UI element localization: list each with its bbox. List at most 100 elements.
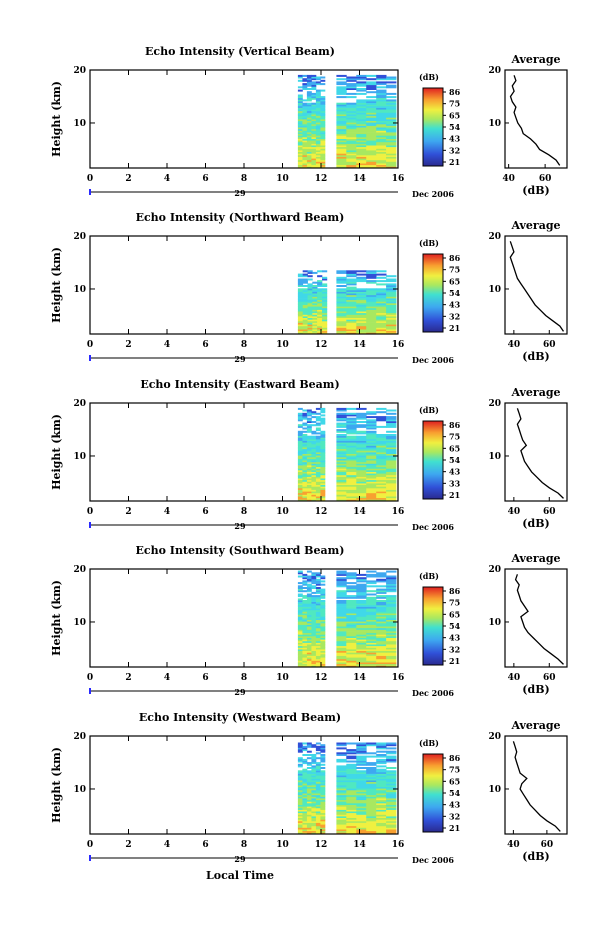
heatmap-cell <box>356 438 367 441</box>
heatmap-cell <box>297 319 304 322</box>
heatmap-cell <box>320 164 326 167</box>
heatmap-cell <box>336 653 347 656</box>
heatmap-cell <box>376 596 387 599</box>
heatmap-cell <box>311 125 317 128</box>
heatmap-cell <box>302 658 308 661</box>
heatmap-cell <box>311 110 317 113</box>
heatmap-cell <box>346 642 357 645</box>
heatmap-cell <box>366 448 377 451</box>
heatmap-cell <box>346 640 357 643</box>
heatmap-cell <box>306 640 312 643</box>
heatmap-cell <box>315 613 321 616</box>
heatmap-cell <box>311 84 317 87</box>
heatmap-cell <box>346 146 357 149</box>
heatmap-cell <box>311 745 317 748</box>
heatmap-cell <box>336 117 347 120</box>
heatmap-cell <box>311 145 317 148</box>
heatmap-cell <box>306 624 312 627</box>
heatmap-cell <box>386 616 397 619</box>
heatmap-cell <box>376 458 387 461</box>
heatmap-cell <box>336 304 347 307</box>
heatmap-cell <box>306 492 312 495</box>
heatmap-cell <box>366 789 377 792</box>
heatmap-cell <box>366 298 377 301</box>
heatmap-cell <box>320 102 326 105</box>
heatmap-cell <box>315 652 321 655</box>
heatmap-cell <box>356 470 367 472</box>
heatmap-cell <box>306 814 312 817</box>
heatmap-cell <box>320 417 326 420</box>
heatmap-cell <box>366 460 377 463</box>
heatmap-cell <box>366 430 377 433</box>
heatmap-cell <box>302 645 308 648</box>
heatmap-cell <box>306 114 312 117</box>
heatmap-cell <box>302 309 308 312</box>
heatmap-cell <box>302 84 308 87</box>
x-tick-label: 2 <box>125 507 131 517</box>
heatmap-cell <box>320 445 326 448</box>
heatmap-cell <box>315 601 321 604</box>
heatmap-cell <box>346 647 357 650</box>
heatmap-cell <box>320 470 326 472</box>
heatmap-cell <box>366 794 377 797</box>
heatmap-cell <box>336 456 347 459</box>
heatmap-cell <box>306 442 312 445</box>
heatmap-cell <box>346 422 357 425</box>
heatmap-cell <box>346 474 357 477</box>
heatmap-cell <box>297 425 303 428</box>
heatmap-cell <box>311 572 317 575</box>
heatmap-cell <box>311 812 317 815</box>
heatmap-cell <box>386 829 397 832</box>
heatmap-cell <box>356 642 367 645</box>
heatmap-cell <box>346 320 357 323</box>
heatmap-cell <box>356 807 367 810</box>
x-tick-label: 8 <box>241 673 247 683</box>
heatmap-cell <box>346 140 357 143</box>
heatmap-cell <box>356 588 367 591</box>
heatmap-cell <box>376 133 387 136</box>
heatmap-cell <box>356 430 367 433</box>
heatmap-cell <box>346 487 357 490</box>
date-label: 29 <box>234 521 246 531</box>
heatmap-cell <box>356 309 367 312</box>
heatmap-cell <box>315 637 321 640</box>
heatmap-cell <box>302 445 308 448</box>
heatmap-cell <box>302 621 308 624</box>
heatmap-cell <box>356 653 367 656</box>
heatmap-cell <box>356 74 367 77</box>
heatmap-cell <box>297 143 303 146</box>
heatmap-cell <box>336 652 347 655</box>
heatmap-cell <box>386 117 397 120</box>
heatmap-cell <box>356 151 367 154</box>
heatmap-cell <box>376 634 387 637</box>
heatmap-cell <box>346 760 357 763</box>
heatmap-cell <box>336 626 347 629</box>
heatmap-cell <box>366 471 377 474</box>
heatmap-cell <box>320 409 326 412</box>
heatmap-cell <box>322 311 328 314</box>
heatmap-cell <box>302 799 308 802</box>
heatmap-cell <box>306 658 312 661</box>
heatmap-cell <box>311 626 317 629</box>
heatmap-cell <box>356 776 367 779</box>
heatmap-cell <box>376 465 387 468</box>
heatmap-cell <box>311 430 317 433</box>
heatmap-cell <box>346 807 357 810</box>
heatmap-cell <box>320 96 326 99</box>
heatmap-cell <box>311 114 317 117</box>
heatmap-cell <box>386 450 397 453</box>
heatmap-cell <box>356 640 367 643</box>
heatmap-cell <box>297 749 303 752</box>
heatmap-cell <box>297 642 303 645</box>
heatmap-cell <box>336 311 347 314</box>
heatmap-cell <box>336 276 347 279</box>
heatmap-cell <box>320 804 326 807</box>
heatmap-cell <box>356 616 367 619</box>
heatmap-cell <box>317 327 323 330</box>
heatmap-cell <box>366 655 377 658</box>
heatmap-cell <box>297 430 303 433</box>
heatmap-cell <box>302 663 308 666</box>
heatmap-cell <box>311 440 317 443</box>
heatmap-cell <box>306 137 312 139</box>
heatmap-cell <box>386 627 397 630</box>
